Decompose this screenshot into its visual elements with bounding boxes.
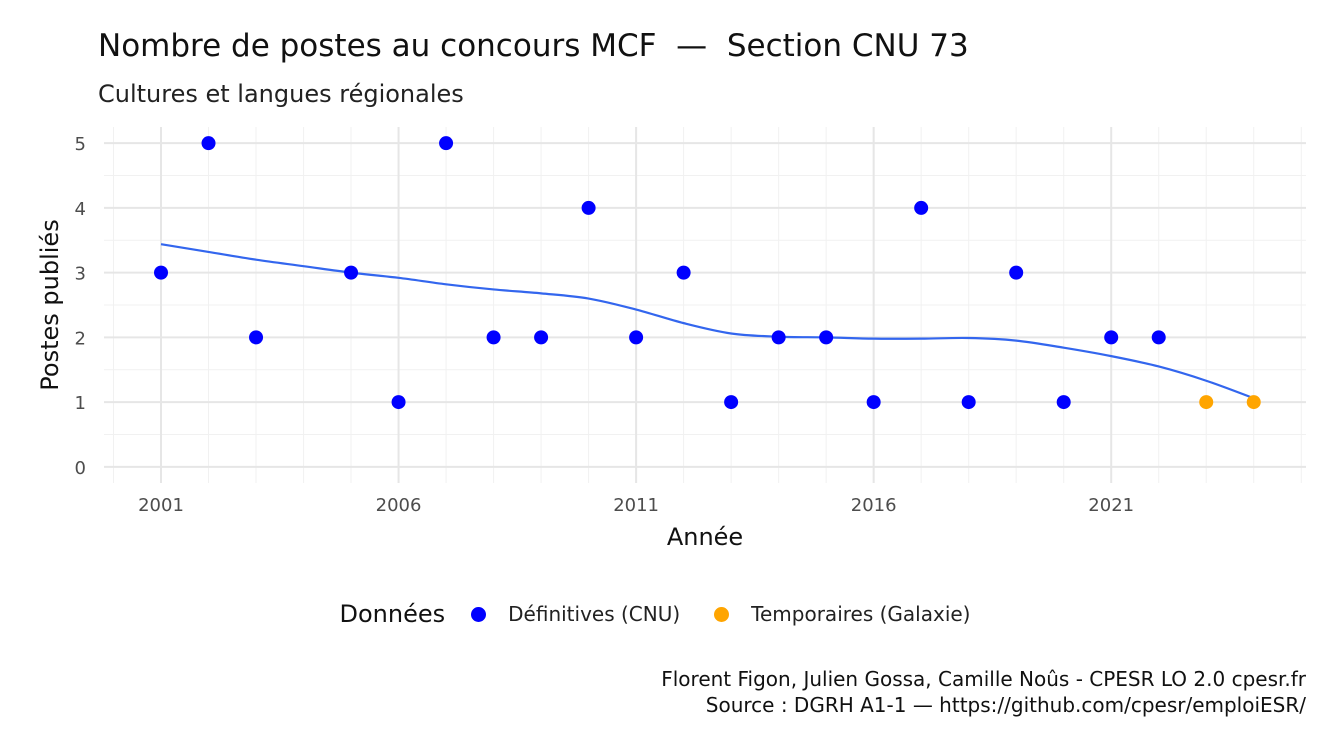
data-point-temporaires <box>1199 395 1214 410</box>
trend-line <box>160 243 1255 400</box>
data-point-definitives <box>819 330 834 345</box>
data-point-definitives <box>914 200 929 215</box>
data-point-definitives <box>391 395 406 410</box>
caption: Florent Figon, Julien Gossa, Camille Noû… <box>661 666 1306 718</box>
legend-item-temporaires: Temporaires (Galaxie) <box>714 602 970 626</box>
y-axis-label: Postes publiés <box>36 219 64 390</box>
caption-source: Source : DGRH A1-1 — https://github.com/… <box>705 693 1306 717</box>
data-point-definitives <box>771 330 786 345</box>
y-tick-label: 4 <box>75 199 86 220</box>
legend-label-definitives: Définitives (CNU) <box>508 602 681 626</box>
chart-subtitle: Cultures et langues régionales <box>98 80 464 108</box>
x-tick-label: 2006 <box>376 495 422 516</box>
data-point-definitives <box>439 136 454 151</box>
chart-title: Nombre de postes au concours MCF — Secti… <box>98 28 969 64</box>
legend-item-definitives: Définitives (CNU) <box>471 602 680 626</box>
data-point-definitives <box>629 330 644 345</box>
data-point-definitives <box>344 265 359 280</box>
data-point-definitives <box>154 265 169 280</box>
y-tick-label: 2 <box>75 328 86 349</box>
legend-title: Données <box>339 600 446 628</box>
data-point-definitives <box>1009 265 1024 280</box>
legend: Données Définitives (CNU) Temporaires (G… <box>0 600 1344 628</box>
x-tick-label: 2001 <box>138 495 184 516</box>
caption-authors: Florent Figon, Julien Gossa, Camille Noû… <box>661 667 1306 691</box>
data-point-definitives <box>961 395 976 410</box>
data-point-definitives <box>1056 395 1071 410</box>
x-tick-label: 2016 <box>851 495 897 516</box>
x-tick-label: 2021 <box>1088 495 1134 516</box>
data-point-definitives <box>201 136 216 151</box>
y-tick-label: 5 <box>75 134 86 155</box>
data-point-definitives <box>249 330 264 345</box>
data-point-definitives <box>866 395 881 410</box>
data-point-temporaires <box>1246 395 1261 410</box>
legend-dot-definitives <box>471 606 487 622</box>
x-axis-label: Année <box>667 523 743 551</box>
data-point-definitives <box>676 265 691 280</box>
y-tick-label: 3 <box>75 264 86 285</box>
y-tick-label: 1 <box>75 393 86 414</box>
data-point-definitives <box>581 200 596 215</box>
y-tick-label: 0 <box>75 458 86 479</box>
data-point-definitives <box>1151 330 1166 345</box>
data-point-definitives <box>534 330 549 345</box>
x-tick-label: 2011 <box>613 495 659 516</box>
legend-dot-temporaires <box>714 606 730 622</box>
data-point-definitives <box>724 395 739 410</box>
data-point-definitives <box>1104 330 1119 345</box>
data-point-definitives <box>486 330 501 345</box>
legend-label-temporaires: Temporaires (Galaxie) <box>751 602 971 626</box>
